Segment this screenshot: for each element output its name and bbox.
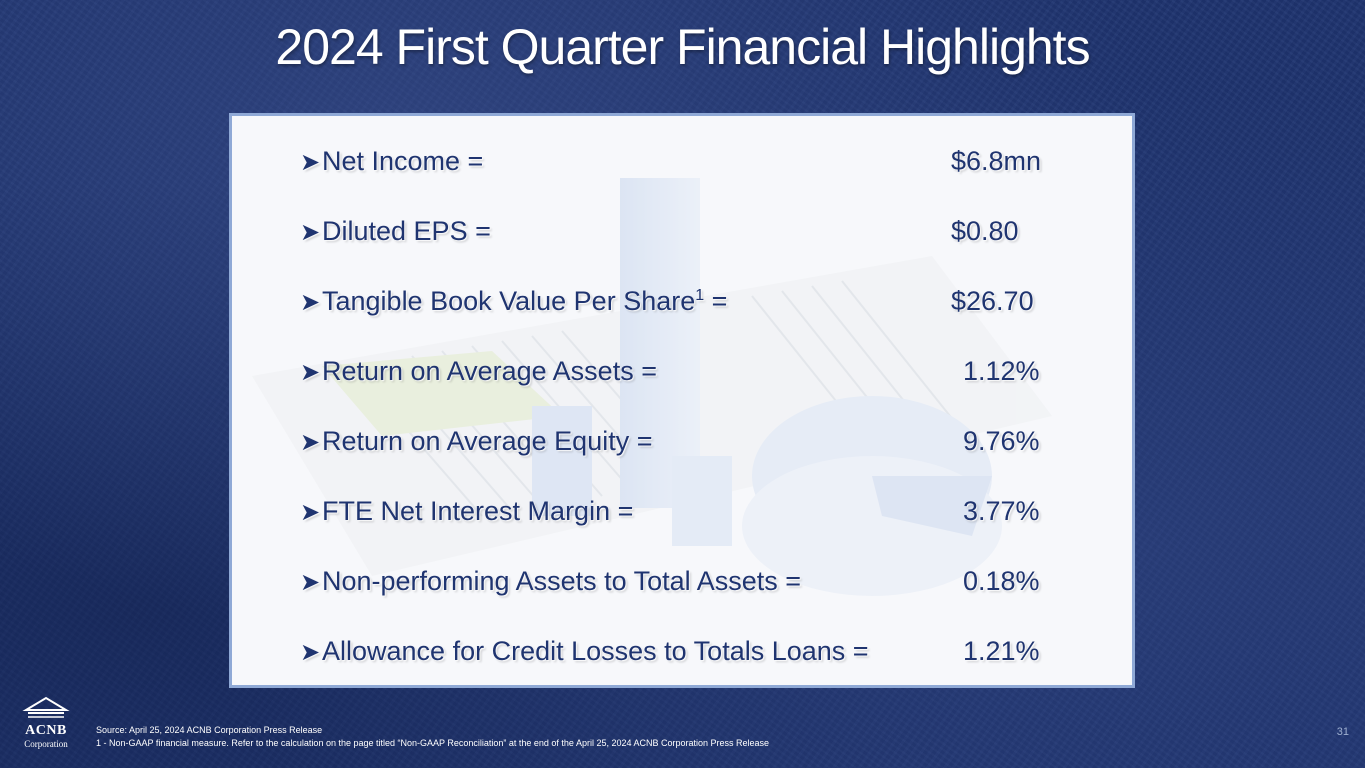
arrow-bullet-icon: ➤ [300,499,321,526]
highlights-list: ➤Net Income = $6.8mn ➤Diluted EPS = $0.8… [300,140,1120,685]
highlight-row-roae: ➤Return on Average Equity = 9.76% [300,420,1120,490]
arrow-bullet-icon: ➤ [300,219,321,246]
arrow-bullet-icon: ➤ [300,569,321,596]
highlight-label: Tangible Book Value Per Share [322,286,696,316]
highlight-row-tangible-book-value: ➤Tangible Book Value Per Share1 = $26.70 [300,280,1120,350]
highlight-row-net-income: ➤Net Income = $6.8mn [300,140,1120,210]
acnb-building-logo-icon [22,696,70,718]
arrow-bullet-icon: ➤ [300,429,321,456]
highlight-label: Diluted EPS = [322,216,491,246]
highlight-value: 9.76% [963,426,1040,456]
highlight-label-suffix: = [704,286,728,316]
arrow-bullet-icon: ➤ [300,639,321,666]
decorative-chart-image [252,178,1052,596]
highlight-label: Allowance for Credit Losses to Totals Lo… [322,636,869,666]
arrow-bullet-icon: ➤ [300,149,321,176]
source-line: Source: April 25, 2024 ACNB Corporation … [96,725,323,735]
highlight-row-npa: ➤Non-performing Assets to Total Assets =… [300,560,1120,630]
page-number: 31 [1336,726,1349,738]
highlight-label: FTE Net Interest Margin = [322,496,634,526]
highlight-row-nim: ➤FTE Net Interest Margin = 3.77% [300,490,1120,560]
highlight-value: 1.12% [963,356,1040,386]
highlight-label: Net Income = [322,146,484,176]
highlight-label: Return on Average Equity = [322,426,653,456]
highlight-value: $0.80 [951,216,1019,246]
highlight-row-roaa: ➤Return on Average Assets = 1.12% [300,350,1120,420]
highlight-row-acl: ➤Allowance for Credit Losses to Totals L… [300,630,1120,685]
highlight-row-diluted-eps: ➤Diluted EPS = $0.80 [300,210,1120,280]
highlight-value: $26.70 [951,286,1034,316]
page-title: 2024 First Quarter Financial Highlights [275,19,1090,75]
footnote-marker: 1 [695,287,705,304]
highlight-value: 3.77% [963,496,1040,526]
logo-name: ACNB [25,723,67,738]
highlight-value: $6.8mn [951,146,1042,176]
footer-notes: Source: April 25, 2024 ACNB Corporation … [96,724,769,750]
footnote-line: 1 - Non-GAAP financial measure. Refer to… [96,738,770,748]
highlight-label: Non-performing Assets to Total Assets = [322,566,801,596]
highlight-value: 0.18% [963,566,1040,596]
logo-subtitle: Corporation [24,739,68,749]
arrow-bullet-icon: ➤ [300,359,321,386]
highlights-panel: ➤Net Income = $6.8mn ➤Diluted EPS = $0.8… [229,113,1135,688]
highlight-label: Return on Average Assets = [322,356,657,386]
arrow-bullet-icon: ➤ [300,289,321,316]
highlight-value: 1.21% [963,636,1040,666]
